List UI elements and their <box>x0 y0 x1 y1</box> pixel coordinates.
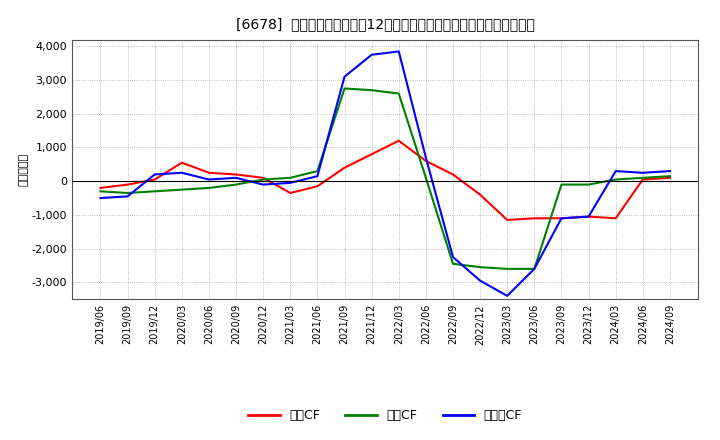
フリーCF <box>96 195 105 201</box>
フリーCF <box>639 170 647 176</box>
フリーCF <box>150 172 159 177</box>
営業CF <box>341 165 349 170</box>
フリーCF <box>557 216 566 221</box>
投資CF <box>557 182 566 187</box>
Title: [6678]  キャッシュフローの12か月移動合計の対前年同期増減額の推移: [6678] キャッシュフローの12か月移動合計の対前年同期増減額の推移 <box>235 18 535 32</box>
営業CF <box>286 191 294 196</box>
フリーCF <box>367 52 376 57</box>
Line: 投資CF: 投資CF <box>101 88 670 269</box>
投資CF <box>421 175 430 180</box>
投資CF <box>178 187 186 192</box>
フリーCF <box>395 49 403 54</box>
投資CF <box>204 185 213 191</box>
フリーCF <box>123 194 132 199</box>
営業CF <box>150 177 159 182</box>
投資CF <box>313 169 322 174</box>
Legend: 営業CF, 投資CF, フリーCF: 営業CF, 投資CF, フリーCF <box>243 404 527 427</box>
営業CF <box>204 170 213 176</box>
営業CF <box>313 183 322 189</box>
営業CF <box>557 216 566 221</box>
フリーCF <box>341 74 349 79</box>
フリーCF <box>449 254 457 260</box>
フリーCF <box>476 278 485 283</box>
営業CF <box>665 175 674 180</box>
営業CF <box>639 177 647 182</box>
営業CF <box>367 152 376 157</box>
投資CF <box>395 91 403 96</box>
Line: フリーCF: フリーCF <box>101 51 670 296</box>
フリーCF <box>421 155 430 160</box>
営業CF <box>421 158 430 164</box>
投資CF <box>367 88 376 93</box>
フリーCF <box>204 177 213 182</box>
営業CF <box>503 217 511 223</box>
営業CF <box>449 172 457 177</box>
投資CF <box>476 264 485 270</box>
営業CF <box>584 214 593 219</box>
営業CF <box>395 138 403 143</box>
フリーCF <box>530 266 539 271</box>
投資CF <box>530 266 539 271</box>
営業CF <box>178 160 186 165</box>
Y-axis label: （百万円）: （百万円） <box>19 153 29 186</box>
フリーCF <box>503 293 511 298</box>
フリーCF <box>259 182 268 187</box>
投資CF <box>584 182 593 187</box>
投資CF <box>611 177 620 182</box>
営業CF <box>96 185 105 191</box>
フリーCF <box>611 169 620 174</box>
投資CF <box>96 189 105 194</box>
フリーCF <box>232 175 240 180</box>
投資CF <box>639 175 647 180</box>
投資CF <box>150 189 159 194</box>
フリーCF <box>286 180 294 186</box>
投資CF <box>665 173 674 179</box>
投資CF <box>259 177 268 182</box>
投資CF <box>449 261 457 267</box>
営業CF <box>123 182 132 187</box>
投資CF <box>123 191 132 196</box>
フリーCF <box>178 170 186 176</box>
営業CF <box>530 216 539 221</box>
フリーCF <box>584 214 593 219</box>
フリーCF <box>313 173 322 179</box>
営業CF <box>611 216 620 221</box>
営業CF <box>259 175 268 180</box>
営業CF <box>232 172 240 177</box>
営業CF <box>476 192 485 197</box>
投資CF <box>232 182 240 187</box>
フリーCF <box>665 169 674 174</box>
投資CF <box>341 86 349 91</box>
Line: 営業CF: 営業CF <box>101 141 670 220</box>
投資CF <box>503 266 511 271</box>
投資CF <box>286 175 294 180</box>
